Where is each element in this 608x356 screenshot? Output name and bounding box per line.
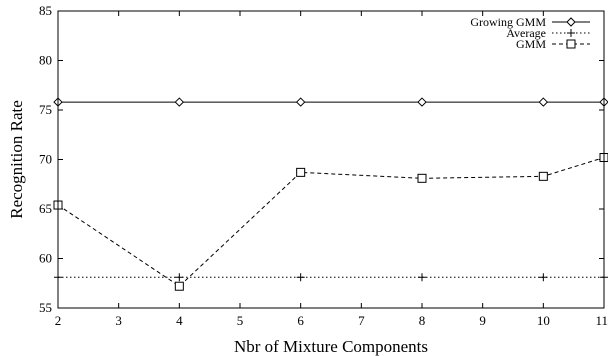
- x-tick-label: 11: [595, 313, 608, 328]
- y-tick-label: 65: [39, 201, 52, 216]
- y-tick-label: 55: [39, 300, 52, 315]
- x-axis-title: Nbr of Mixture Components: [234, 337, 428, 356]
- series-layer: [53, 97, 608, 291]
- x-tick-label: 4: [176, 313, 183, 328]
- data-point: [296, 167, 306, 177]
- x-tick-label: 7: [358, 313, 365, 328]
- y-tick-label: 85: [39, 3, 52, 18]
- data-point: [417, 173, 427, 183]
- series-growing-gmm: [53, 97, 608, 107]
- y-tick-label: 60: [39, 251, 52, 266]
- x-tick-label: 5: [237, 313, 244, 328]
- x-tick-label: 10: [537, 313, 550, 328]
- legend-marker: [566, 17, 576, 27]
- x-axis-ticks: 2 3 4 5 6 7 8 9 10 11: [55, 11, 608, 328]
- data-point: [174, 97, 185, 107]
- y-tick-label: 75: [39, 102, 52, 117]
- data-point: [418, 273, 426, 282]
- x-tick-label: 6: [297, 313, 304, 328]
- data-point: [417, 97, 427, 107]
- data-point: [175, 273, 184, 282]
- legend-marker: [566, 39, 576, 49]
- legend-marker: [567, 29, 575, 37]
- x-tick-label: 9: [479, 313, 486, 328]
- x-tick-label: 2: [55, 313, 62, 328]
- x-tick-label: 8: [419, 313, 426, 328]
- plot-frame: [57, 10, 605, 309]
- y-tick-label: 70: [39, 152, 52, 167]
- legend-label: Growing GMM: [470, 15, 546, 29]
- data-point: [539, 273, 548, 282]
- legend-label: Average: [506, 26, 546, 40]
- series-line: [57, 157, 605, 287]
- data-point: [538, 97, 549, 107]
- series-gmm: [53, 153, 608, 291]
- data-point: [174, 281, 184, 291]
- y-axis-title: Recognition Rate: [7, 100, 26, 219]
- legend-label: GMM: [516, 37, 546, 51]
- x-tick-label: 3: [115, 313, 122, 328]
- data-point: [538, 171, 548, 181]
- series-average: [54, 273, 608, 282]
- y-tick-label: 80: [39, 53, 52, 68]
- data-point: [296, 273, 305, 282]
- data-point: [295, 97, 306, 107]
